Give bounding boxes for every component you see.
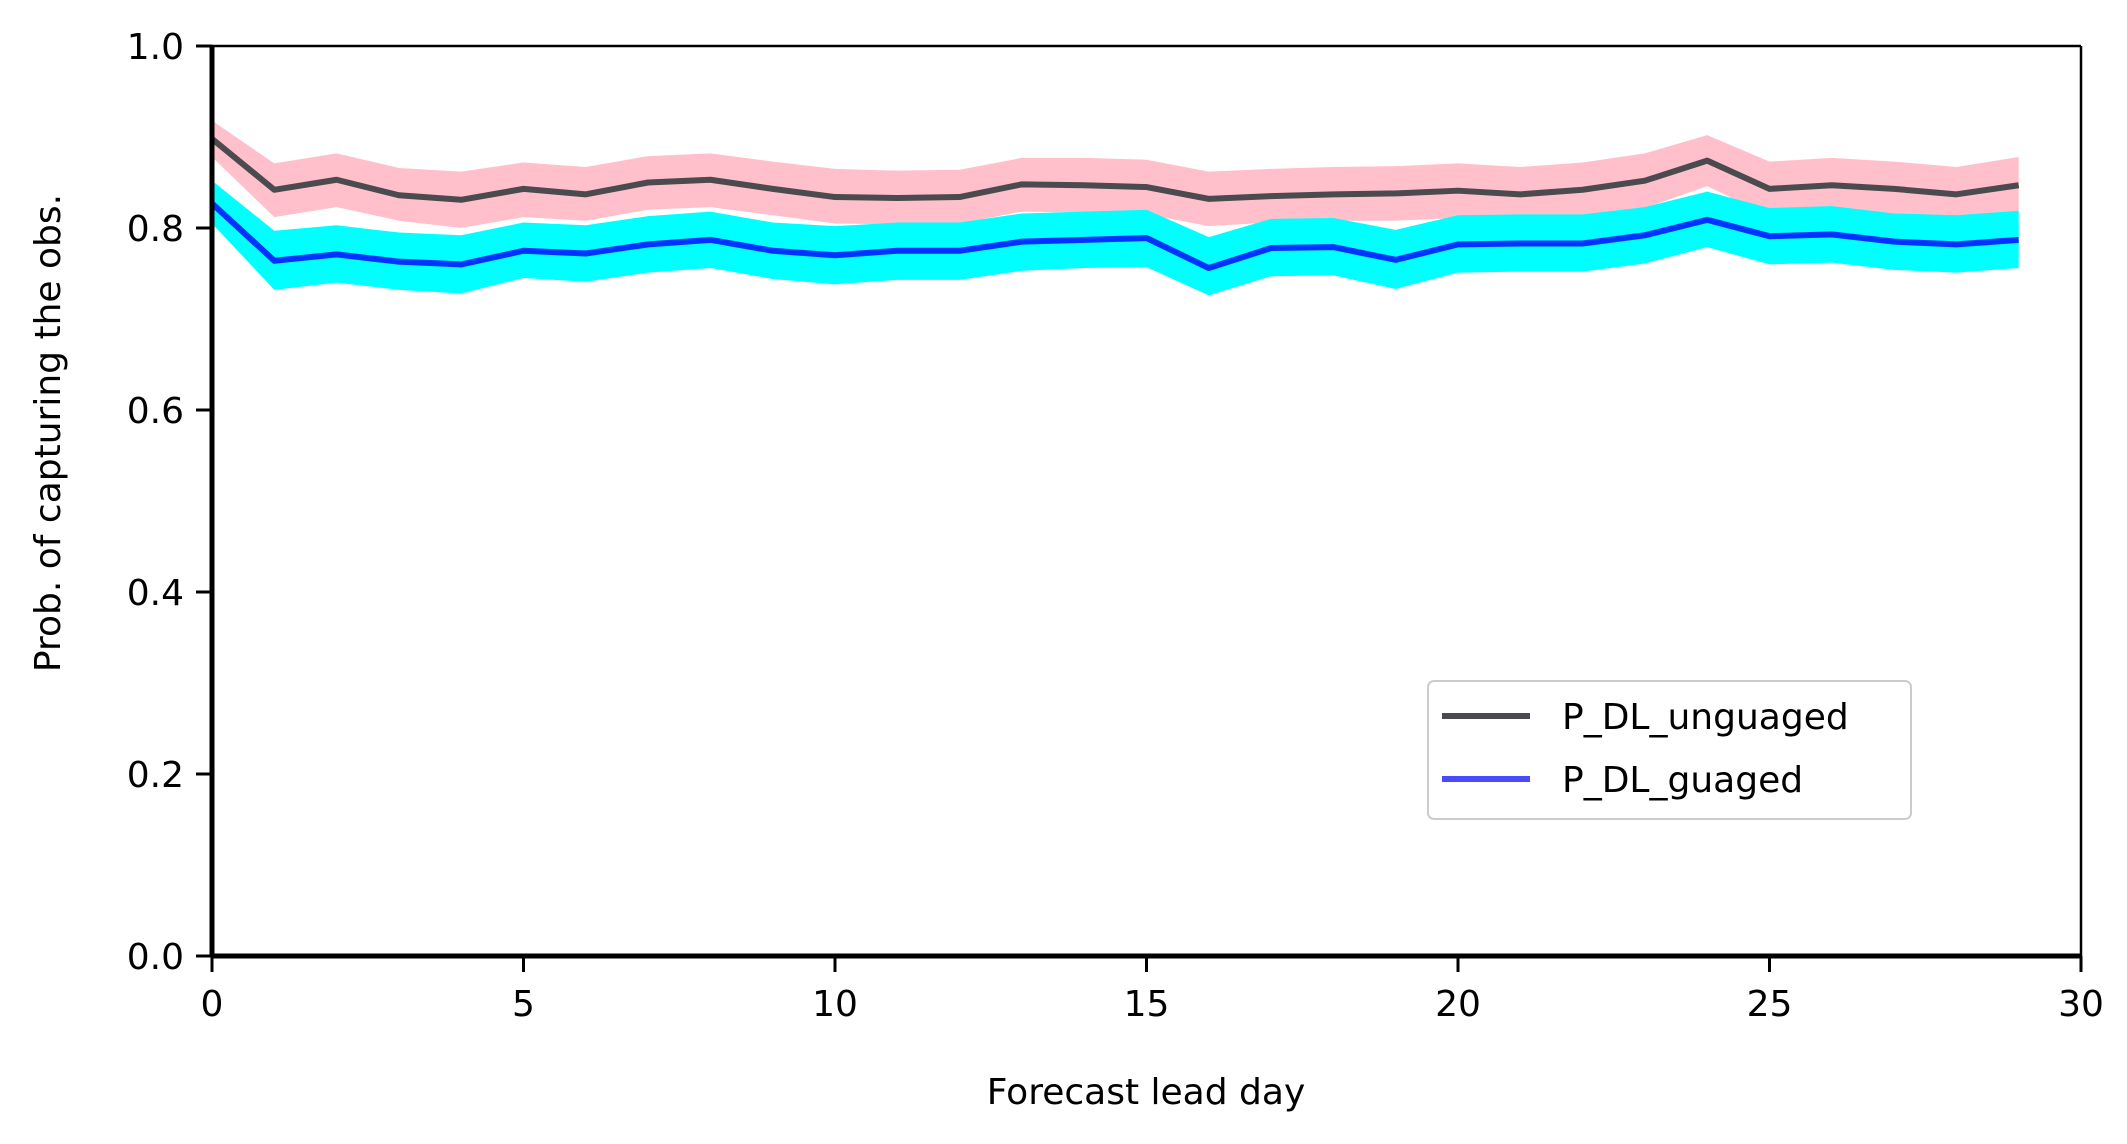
legend-label-unguaged: P_DL_unguaged	[1562, 697, 1849, 738]
y-tick-label: 0.0	[127, 937, 184, 978]
x-tick-label: 30	[2058, 984, 2104, 1025]
confidence-bands	[212, 121, 2019, 296]
y-tick-label: 0.8	[127, 209, 184, 250]
x-tick-label: 10	[812, 984, 858, 1025]
x-tick-label: 20	[1435, 984, 1481, 1025]
x-tick-label: 0	[201, 984, 224, 1025]
legend: P_DL_unguaged P_DL_guaged	[1428, 681, 1911, 819]
x-tick-label: 15	[1124, 984, 1170, 1025]
y-axis-label: Prob. of capturing the obs.	[28, 194, 69, 672]
y-tick-label: 1.0	[127, 27, 184, 68]
x-tick-label: 5	[512, 984, 535, 1025]
y-tick-label: 0.4	[127, 573, 184, 614]
x-tick-label: 25	[1747, 984, 1793, 1025]
y-tick-label: 0.2	[127, 755, 184, 796]
y-tick-label: 0.6	[127, 391, 184, 432]
x-axis-label: Forecast lead day	[987, 1072, 1306, 1113]
legend-label-guaged: P_DL_guaged	[1562, 760, 1803, 801]
